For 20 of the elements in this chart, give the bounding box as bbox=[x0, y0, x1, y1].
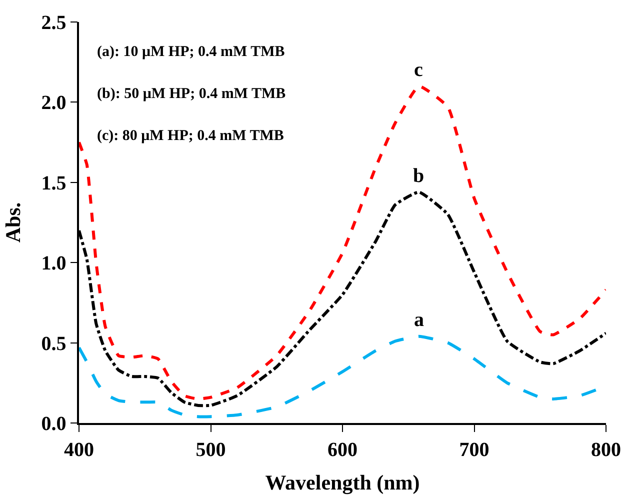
annotation: (b): 50 μM HP; 0.4 mM TMB bbox=[97, 86, 286, 102]
x-axis-title: Wavelength (nm) bbox=[265, 470, 420, 494]
y-tick-label: 2.0 bbox=[41, 92, 66, 114]
y-axis-title: Abs. bbox=[0, 202, 25, 243]
y-tick-label: 2.5 bbox=[41, 12, 66, 34]
y-tick-label: 1.0 bbox=[41, 252, 66, 275]
annotation: (a): 10 μM HP; 0.4 mM TMB bbox=[97, 44, 285, 60]
line-series bbox=[79, 84, 606, 400]
x-tick-label: 400 bbox=[64, 438, 94, 461]
x-tick-label: 800 bbox=[591, 438, 621, 461]
x-tick-label: 500 bbox=[196, 438, 226, 461]
y-tick-label: 0.5 bbox=[41, 332, 66, 355]
x-tick-label: 700 bbox=[459, 438, 490, 461]
series-label: c bbox=[414, 59, 423, 81]
series-label: b bbox=[413, 165, 424, 187]
series-label: a bbox=[414, 309, 424, 331]
y-tick-label: 1.5 bbox=[41, 172, 66, 194]
annotation: (c): 80 μM HP; 0.4 mM TMB bbox=[97, 128, 284, 144]
y-tick-label: 0.0 bbox=[41, 413, 66, 435]
x-tick-label: 600 bbox=[328, 438, 358, 461]
